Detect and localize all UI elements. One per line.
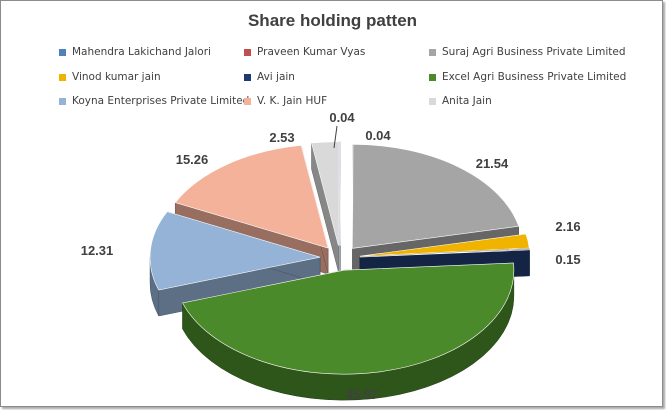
data-label: 0.15: [555, 252, 580, 267]
pie-slice: [182, 262, 515, 401]
legend-swatch: [59, 73, 66, 81]
slice-top: [352, 144, 520, 249]
data-label: 21.54: [476, 156, 509, 171]
slice-top: [149, 211, 321, 291]
data-label: 12.31: [81, 243, 114, 258]
legend-swatch: [59, 97, 66, 105]
legend-item: Anita Jain: [429, 94, 492, 108]
slice-top: [311, 141, 339, 246]
data-label: 2.53: [269, 130, 294, 145]
legend-item: V. K. Jain HUF: [244, 94, 327, 108]
legend-swatch: [429, 97, 436, 105]
legend-item: Suraj Agri Business Private Limited: [429, 45, 625, 59]
legend-item: Avi jain: [244, 70, 295, 84]
legend-swatch: [244, 97, 251, 105]
slice-top: [359, 233, 530, 257]
legend-item: Praveen Kumar Vyas: [244, 45, 365, 59]
legend-item: Koyna Enterprises Private Limited: [59, 94, 249, 108]
data-label: 2.16: [555, 219, 580, 234]
legend-label: Vinod kumar jain: [72, 71, 161, 83]
legend-swatch: [244, 48, 251, 56]
legend-item: Excel Agri Business Private Limited: [429, 70, 626, 84]
data-labels: 0.04 0.04 21.54 2.16 0.15 45.97 12.31 15…: [81, 110, 581, 402]
legend-swatch: [429, 48, 436, 56]
legend-label: Koyna Enterprises Private Limited: [72, 95, 250, 107]
pie-slice: [311, 141, 339, 272]
legend-swatch: [59, 48, 66, 56]
legend-swatch: [244, 73, 251, 81]
slice-top: [174, 145, 329, 249]
chart-title: Share holding patten: [247, 11, 418, 30]
legend-label: V. K. Jain HUF: [257, 95, 328, 107]
legend-swatch: [429, 73, 436, 81]
legend-label: Mahendra Lakichand Jalori: [72, 46, 211, 58]
legend-label: Anita Jain: [442, 95, 492, 107]
data-label: 0.04: [365, 128, 391, 143]
data-label: 15.26: [176, 152, 209, 167]
leader-line: [333, 125, 338, 149]
data-label: 45.97: [346, 387, 379, 402]
legend-item: Vinod kumar jain: [59, 70, 161, 84]
data-label: 0.04: [329, 110, 355, 125]
legend-label: Praveen Kumar Vyas: [257, 46, 366, 58]
slice-top: [182, 262, 515, 375]
legend-label: Avi jain: [257, 71, 295, 83]
legend-item: Mahendra Lakichand Jalori: [59, 45, 211, 59]
legend-label: Excel Agri Business Private Limited: [442, 71, 627, 83]
legend-label: Suraj Agri Business Private Limited: [442, 46, 626, 58]
pie-slices: [149, 141, 530, 401]
slice-top: [359, 248, 530, 258]
